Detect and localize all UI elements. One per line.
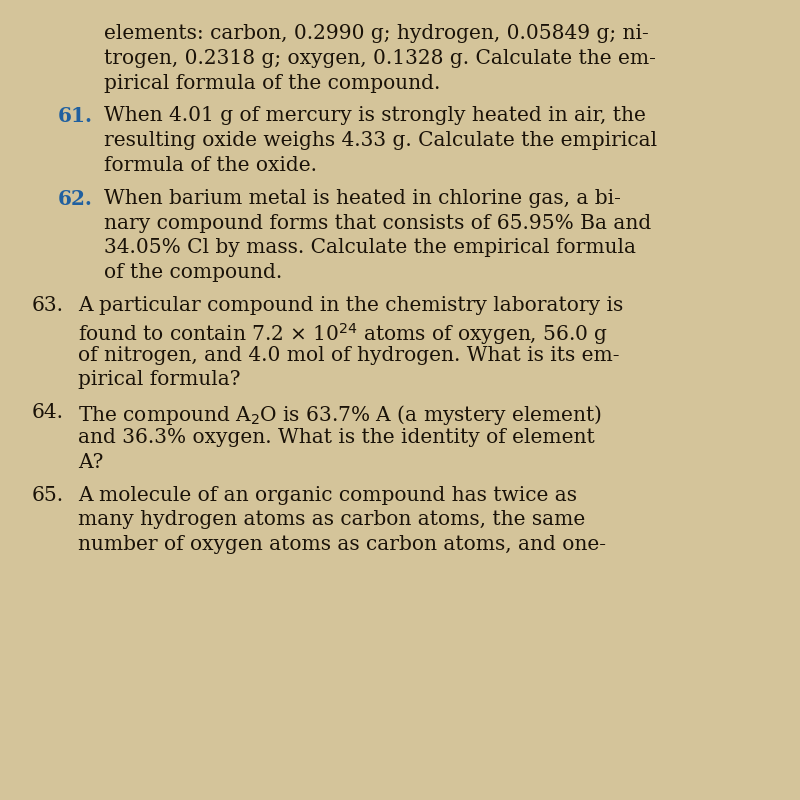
Text: found to contain 7.2 $\times$ 10$^{24}$ atoms of oxygen, 56.0 g: found to contain 7.2 $\times$ 10$^{24}$ …	[78, 321, 609, 346]
Text: pirical formula of the compound.: pirical formula of the compound.	[104, 74, 440, 93]
Text: The compound A$_2$O is 63.7% A (a mystery element): The compound A$_2$O is 63.7% A (a myster…	[78, 403, 602, 427]
Text: number of oxygen atoms as carbon atoms, and one-: number of oxygen atoms as carbon atoms, …	[78, 535, 606, 554]
Text: 65.: 65.	[32, 486, 64, 505]
Text: 34.05% Cl by mass. Calculate the empirical formula: 34.05% Cl by mass. Calculate the empiric…	[104, 238, 636, 258]
Text: elements: carbon, 0.2990 g; hydrogen, 0.05849 g; ni-: elements: carbon, 0.2990 g; hydrogen, 0.…	[104, 24, 649, 43]
Text: of nitrogen, and 4.0 mol of hydrogen. What is its em-: of nitrogen, and 4.0 mol of hydrogen. Wh…	[78, 346, 620, 365]
Text: resulting oxide weighs 4.33 g. Calculate the empirical: resulting oxide weighs 4.33 g. Calculate…	[104, 131, 657, 150]
Text: many hydrogen atoms as carbon atoms, the same: many hydrogen atoms as carbon atoms, the…	[78, 510, 586, 530]
Text: 64.: 64.	[32, 403, 64, 422]
Text: 61.: 61.	[58, 106, 93, 126]
Text: 63.: 63.	[32, 296, 64, 315]
Text: and 36.3% oxygen. What is the identity of element: and 36.3% oxygen. What is the identity o…	[78, 428, 595, 447]
Text: trogen, 0.2318 g; oxygen, 0.1328 g. Calculate the em-: trogen, 0.2318 g; oxygen, 0.1328 g. Calc…	[104, 49, 656, 68]
Text: nary compound forms that consists of 65.95% Ba and: nary compound forms that consists of 65.…	[104, 214, 651, 233]
Text: 62.: 62.	[58, 189, 93, 209]
Text: A molecule of an organic compound has twice as: A molecule of an organic compound has tw…	[78, 486, 578, 505]
Text: A particular compound in the chemistry laboratory is: A particular compound in the chemistry l…	[78, 296, 624, 315]
Text: When barium metal is heated in chlorine gas, a bi-: When barium metal is heated in chlorine …	[104, 189, 621, 208]
Text: A?: A?	[78, 453, 104, 472]
Text: of the compound.: of the compound.	[104, 263, 282, 282]
Text: pirical formula?: pirical formula?	[78, 370, 241, 390]
Text: formula of the oxide.: formula of the oxide.	[104, 156, 317, 175]
Text: When 4.01 g of mercury is strongly heated in air, the: When 4.01 g of mercury is strongly heate…	[104, 106, 646, 126]
